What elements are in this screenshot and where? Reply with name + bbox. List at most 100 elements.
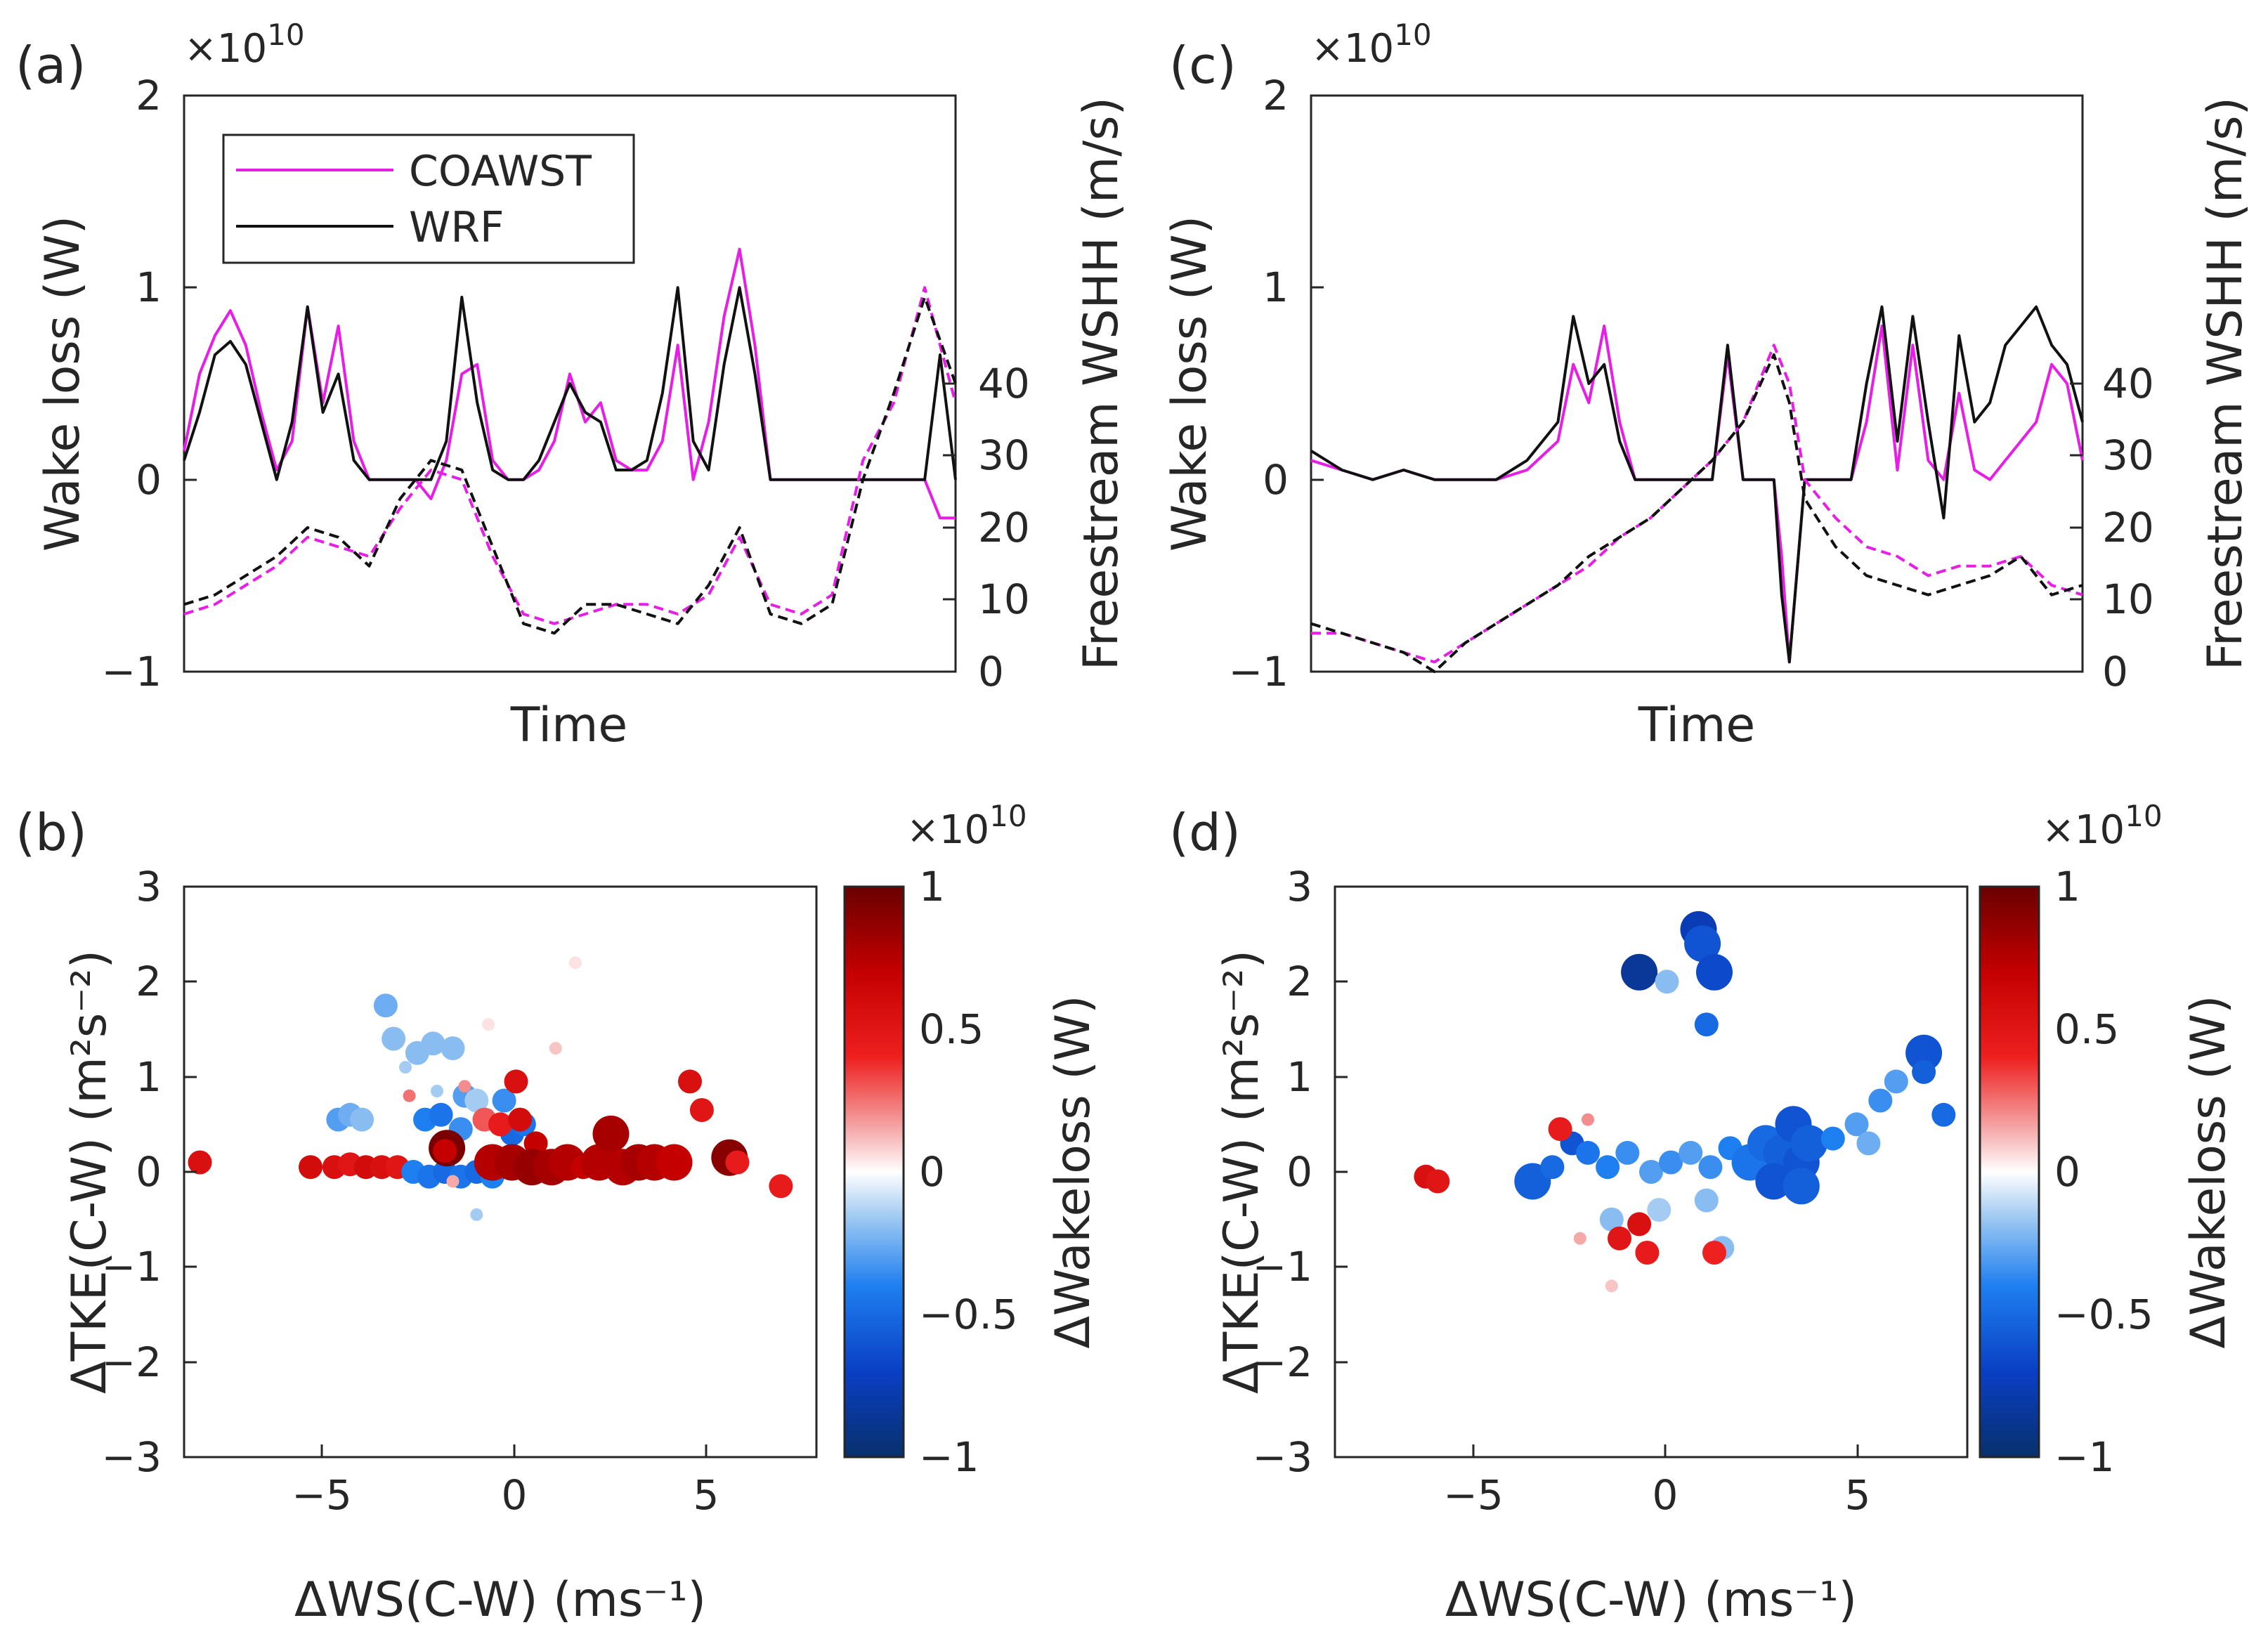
scatter-point-d-9 xyxy=(1912,1059,1936,1084)
colorbar-b: ×1010 1 0.5 0 −0.5 −1 ΔWakeloss (W) xyxy=(843,799,1101,1481)
ytick-label: 3 xyxy=(1286,863,1312,911)
scatter-point-d-31 xyxy=(1783,1168,1820,1205)
ytick-right-label: 10 xyxy=(978,575,1030,623)
scatter-points-b xyxy=(188,956,793,1221)
colorbar-label-b: ΔWakeloss (W) xyxy=(1045,995,1101,1348)
scatter-point-b-20 xyxy=(421,1031,445,1056)
y-ticks-d: −3 −2 −1 0 1 2 3 xyxy=(1253,863,1348,1481)
scatter-point-b-60 xyxy=(568,956,582,970)
ytick-label: 3 xyxy=(136,863,162,911)
ytick-right-label: 0 xyxy=(978,648,1004,696)
scatter-point-b-0 xyxy=(188,1150,212,1175)
ytick-label: −3 xyxy=(102,1433,162,1481)
ytick-label: 1 xyxy=(136,1053,162,1101)
scatter-point-d-41 xyxy=(1627,1212,1652,1236)
y-axis-label-left-c: Wake loss (W) xyxy=(1162,216,1218,552)
panel-label-d: (d) xyxy=(1169,803,1241,862)
scatter-point-d-32 xyxy=(1820,1126,1845,1151)
legend-label-wrf: WRF xyxy=(409,203,504,252)
scatter-point-b-61 xyxy=(549,1042,562,1055)
scatter-point-b-24 xyxy=(464,1088,489,1113)
colorbar-d: ×1010 1 0.5 0 −0.5 −1 ΔWakeloss (W) xyxy=(1979,799,2236,1481)
scatter-point-d-6 xyxy=(1655,970,1679,994)
scatter-point-d-45 xyxy=(1573,1232,1586,1245)
scatter-point-d-10 xyxy=(1931,1102,1956,1127)
xtick-label: 5 xyxy=(693,1471,719,1519)
series-group-a xyxy=(183,247,957,635)
scatter-point-b-56 xyxy=(769,1174,793,1199)
scatter-point-b-53 xyxy=(689,1098,714,1122)
y-axis-label-b: ΔTKE(C-W) (m²s⁻²) xyxy=(62,950,117,1394)
ytick-label: −1 xyxy=(1253,1243,1313,1291)
legend-label-coawst: COAWST xyxy=(409,147,592,196)
colorbar-tick: −0.5 xyxy=(2054,1291,2153,1338)
ytick-label: 2 xyxy=(1263,72,1289,119)
ytick-label: −1 xyxy=(102,1243,162,1291)
ytick-right-label: 30 xyxy=(978,431,1030,479)
y-axis-label-d: ΔTKE(C-W) (m²s⁻²) xyxy=(1214,950,1270,1394)
x-axis-label-c: Time xyxy=(1638,698,1755,753)
scatter-point-d-22 xyxy=(1698,1155,1723,1180)
panel-a: (a) ×1010 −1 0 1 2 0 10 20 30 40 Ti xyxy=(15,18,1129,753)
ytick-label: 0 xyxy=(1286,1148,1312,1196)
ytick-right-label: 0 xyxy=(2102,648,2128,696)
series-line-c-1 xyxy=(1310,305,2084,664)
scatter-point-b-52 xyxy=(678,1069,702,1094)
scatter-point-d-33 xyxy=(1844,1112,1869,1137)
series-line-a-3 xyxy=(183,296,957,635)
ytick-right-label: 30 xyxy=(2102,431,2154,479)
panel-label-c: (c) xyxy=(1169,36,1237,95)
ytick-label: 1 xyxy=(1263,263,1289,311)
scatter-point-d-39 xyxy=(1548,1117,1572,1142)
scatter-point-b-47 xyxy=(592,1115,630,1152)
scatter-point-b-58 xyxy=(446,1175,460,1188)
legend: COAWST WRF xyxy=(222,133,635,264)
scatter-point-b-27 xyxy=(403,1089,416,1102)
xtick-label: −5 xyxy=(292,1471,352,1519)
scatter-point-b-17 xyxy=(382,1026,406,1051)
panel-b: (b) −3 −2 −1 0 1 2 3 −5 0 5 ΔWS(C-W) xyxy=(15,799,1101,1628)
y-ticks-b: −3 −2 −1 0 1 2 3 xyxy=(102,863,197,1481)
panel-d: (d) −3 −2 −1 0 1 2 3 −5 0 5 ΔWS(C-W) xyxy=(1169,799,2236,1628)
ytick-label: 0 xyxy=(136,1148,162,1196)
colorbar-tick: 0 xyxy=(2054,1148,2080,1196)
x-axis-label-b: ΔWS(C-W) (ms⁻¹) xyxy=(294,1572,706,1628)
ytick-label: −3 xyxy=(1253,1433,1313,1481)
multiplier-c: ×1010 xyxy=(1311,18,1432,72)
scatter-point-d-21 xyxy=(1679,1140,1703,1165)
scatter-point-d-14 xyxy=(1540,1155,1565,1180)
scatter-point-d-30 xyxy=(1755,1163,1792,1200)
scatter-point-d-7 xyxy=(1694,1012,1719,1037)
legend-box xyxy=(222,133,635,264)
colorbar-tick: −0.5 xyxy=(919,1291,1018,1338)
scatter-point-b-16 xyxy=(373,993,398,1018)
ytick-label: −2 xyxy=(102,1338,162,1386)
scatter-point-b-51 xyxy=(656,1144,693,1181)
colorbar-tick: 0.5 xyxy=(919,1005,984,1053)
xtick-label: 5 xyxy=(1845,1471,1871,1519)
scatter-point-b-37 xyxy=(504,1069,528,1094)
scatter-point-b-21 xyxy=(431,1085,443,1097)
scatter-point-d-1 xyxy=(1426,1169,1450,1194)
multiplier-a: ×1010 xyxy=(184,18,305,72)
scatter-point-d-46 xyxy=(1605,1279,1618,1293)
x-axis-label-d: ΔWS(C-W) (ms⁻¹) xyxy=(1445,1572,1857,1628)
scatter-point-d-29 xyxy=(1791,1125,1827,1162)
x-ticks-d: −5 0 5 xyxy=(1443,1444,1870,1519)
ytick-label: 2 xyxy=(1286,958,1312,1005)
scatter-point-d-5 xyxy=(1696,953,1733,991)
panel-label-b: (b) xyxy=(15,803,87,862)
scatter-point-b-29 xyxy=(429,1102,453,1127)
scatter-point-b-1 xyxy=(299,1155,322,1180)
scatter-point-d-19 xyxy=(1639,1160,1663,1184)
colorbar-gradient xyxy=(1979,885,2040,1459)
scatter-point-d-36 xyxy=(1647,1198,1671,1222)
ytick-right-label: 40 xyxy=(978,360,1030,407)
ytick-label: −2 xyxy=(1253,1338,1313,1386)
colorbar-tick: 0.5 xyxy=(2054,1005,2119,1053)
y-axis-label-right-c: Freestream WSHH (m/s) xyxy=(2198,97,2253,670)
scatter-point-d-18 xyxy=(1615,1140,1640,1165)
scatter-point-d-34 xyxy=(1856,1131,1881,1156)
ytick-label: 1 xyxy=(136,263,162,311)
